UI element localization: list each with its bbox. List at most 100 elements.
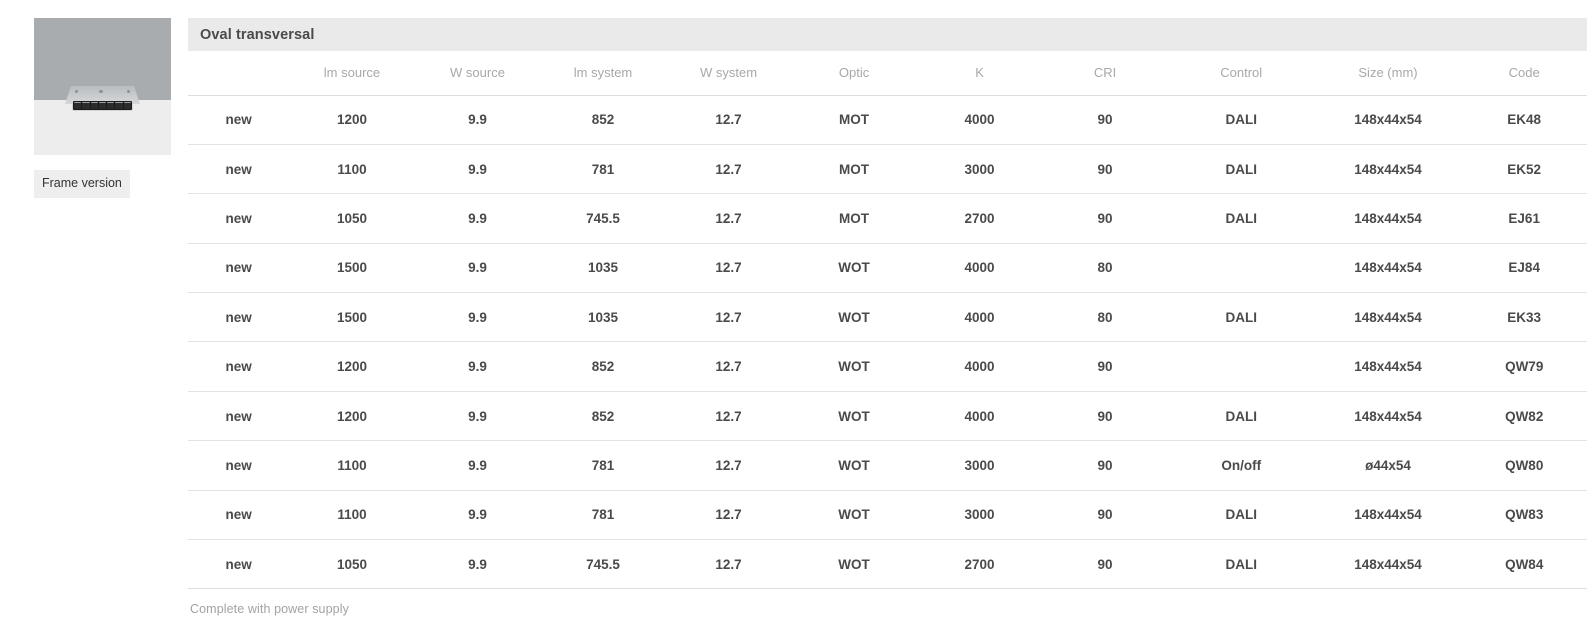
cell-lm-system: 781 [540, 440, 666, 491]
cell-new: new [188, 341, 290, 392]
cell-size: 148x44x54 [1314, 193, 1462, 244]
table-row[interactable]: new 1500 9.9 1035 12.7 WOT 4000 80 148x44x54 EJ84 [188, 243, 1587, 294]
cell-k: 2700 [916, 539, 1043, 590]
table-row[interactable]: new 1100 9.9 781 12.7 WOT 3000 90 DALI 148x44x54 Q… [188, 490, 1587, 541]
cell-control: On/off [1167, 440, 1315, 491]
product-thumbnail[interactable] [34, 18, 171, 155]
column-header-code[interactable]: Code [1461, 51, 1587, 96]
cell-cri: 80 [1042, 243, 1168, 294]
section-title: Oval transversal [188, 18, 1587, 51]
cell-cri: 90 [1042, 144, 1168, 195]
table-row[interactable]: new 1100 9.9 781 12.7 MOT 3000 90 DALI 148x44x54 E… [188, 144, 1587, 195]
cell-lm-source: 1500 [289, 292, 415, 343]
luminaire-cell [107, 102, 115, 109]
cell-k: 4000 [916, 292, 1043, 343]
column-header-control[interactable]: Control [1167, 51, 1315, 96]
cell-lm-system: 781 [540, 144, 666, 195]
spec-table-header: lm source W source lm system W system Op… [188, 51, 1587, 96]
cell-k: 4000 [916, 243, 1043, 294]
cell-cri: 90 [1042, 440, 1168, 491]
cell-lm-system: 1035 [540, 292, 666, 343]
cell-size: ø44x54 [1314, 440, 1462, 491]
luminaire-cell [115, 102, 123, 109]
cell-code: QW80 [1461, 440, 1587, 491]
cell-control: DALI [1167, 391, 1315, 442]
cell-code: EJ84 [1461, 243, 1587, 294]
cell-size: 148x44x54 [1314, 391, 1462, 442]
cell-code: EK48 [1461, 95, 1587, 145]
table-row[interactable]: new 1200 9.9 852 12.7 WOT 4000 90 148x44x54 QW79 [188, 341, 1587, 392]
cell-lm-source: 1100 [289, 440, 415, 491]
cell-control: DALI [1167, 95, 1315, 145]
cell-optic: MOT [791, 144, 917, 195]
cell-code: EK52 [1461, 144, 1587, 195]
cell-w-system: 12.7 [665, 193, 792, 244]
cell-optic: WOT [791, 391, 917, 442]
cell-control [1167, 243, 1315, 294]
cell-optic: MOT [791, 95, 917, 145]
cell-lm-system: 1035 [540, 243, 666, 294]
cell-optic: WOT [791, 490, 917, 541]
column-header-k[interactable]: K [916, 51, 1043, 96]
spec-table: lm source W source lm system W system Op… [188, 51, 1587, 590]
cell-size: 148x44x54 [1314, 490, 1462, 541]
cell-lm-system: 745.5 [540, 539, 666, 590]
cell-w-system: 12.7 [665, 144, 792, 195]
table-row[interactable]: new 1050 9.9 745.5 12.7 WOT 2700 90 DALI 148x44x5… [188, 539, 1587, 590]
cell-size: 148x44x54 [1314, 539, 1462, 590]
luminaire-mounting-plate-icon [65, 86, 140, 104]
cell-lm-source: 1500 [289, 243, 415, 294]
cell-optic: WOT [791, 440, 917, 491]
cell-optic: WOT [791, 243, 917, 294]
luminaire-cell [90, 102, 98, 109]
column-header-w-system[interactable]: W system [665, 51, 792, 96]
column-header-optic[interactable]: Optic [791, 51, 917, 96]
cell-k: 4000 [916, 391, 1043, 442]
header-row: lm source W source lm system W system Op… [188, 51, 1587, 96]
cell-new: new [188, 391, 290, 442]
cell-code: EJ61 [1461, 193, 1587, 244]
cell-code: QW83 [1461, 490, 1587, 541]
cell-lm-source: 1050 [289, 193, 415, 244]
column-header-lm-system[interactable]: lm system [540, 51, 666, 96]
luminaire-screw-icon [99, 90, 103, 93]
cell-lm-system: 852 [540, 391, 666, 442]
cell-optic: WOT [791, 292, 917, 343]
table-row[interactable]: new 1200 9.9 852 12.7 MOT 4000 90 DALI 148x44x54 E… [188, 95, 1587, 145]
cell-k: 3000 [916, 440, 1043, 491]
cell-cri: 90 [1042, 539, 1168, 590]
cell-w-source: 9.9 [414, 440, 541, 491]
table-row[interactable]: new 1200 9.9 852 12.7 WOT 4000 90 DALI 148x44x54 Q… [188, 391, 1587, 442]
column-header-w-source[interactable]: W source [414, 51, 541, 96]
frame-version-label[interactable]: Frame version [34, 170, 130, 198]
cell-code: QW79 [1461, 341, 1587, 392]
cell-optic: WOT [791, 341, 917, 392]
spec-table-area: Oval transversal lm source W sourc [188, 18, 1587, 616]
spec-table-body: new 1200 9.9 852 12.7 MOT 4000 90 DALI 148x44x54 E… [188, 95, 1587, 590]
cell-code: EK33 [1461, 292, 1587, 343]
cell-control: DALI [1167, 144, 1315, 195]
cell-control [1167, 341, 1315, 392]
table-row[interactable]: new 1050 9.9 745.5 12.7 MOT 2700 90 DALI 148x44x5… [188, 193, 1587, 244]
column-header-size[interactable]: Size (mm) [1314, 51, 1462, 96]
cell-control: DALI [1167, 193, 1315, 244]
cell-new: new [188, 490, 290, 541]
cell-optic: WOT [791, 539, 917, 590]
cell-cri: 90 [1042, 341, 1168, 392]
table-row[interactable]: new 1500 9.9 1035 12.7 WOT 4000 80 DALI 148x44x54… [188, 292, 1587, 343]
column-header-lm-source[interactable]: lm source [289, 51, 415, 96]
table-row[interactable]: new 1100 9.9 781 12.7 WOT 3000 90 On/off ø44x54 QW… [188, 440, 1587, 491]
cell-lm-system: 852 [540, 341, 666, 392]
cell-cri: 90 [1042, 490, 1168, 541]
product-preview-panel: Frame version [34, 18, 171, 198]
cell-new: new [188, 539, 290, 590]
cell-w-system: 12.7 [665, 440, 792, 491]
cell-w-system: 12.7 [665, 95, 792, 145]
cell-control: DALI [1167, 490, 1315, 541]
luminaire-cell [82, 102, 90, 109]
cell-lm-system: 781 [540, 490, 666, 541]
column-header-cri[interactable]: CRI [1042, 51, 1168, 96]
cell-k: 2700 [916, 193, 1043, 244]
column-header-new[interactable] [188, 51, 290, 96]
cell-control: DALI [1167, 292, 1315, 343]
